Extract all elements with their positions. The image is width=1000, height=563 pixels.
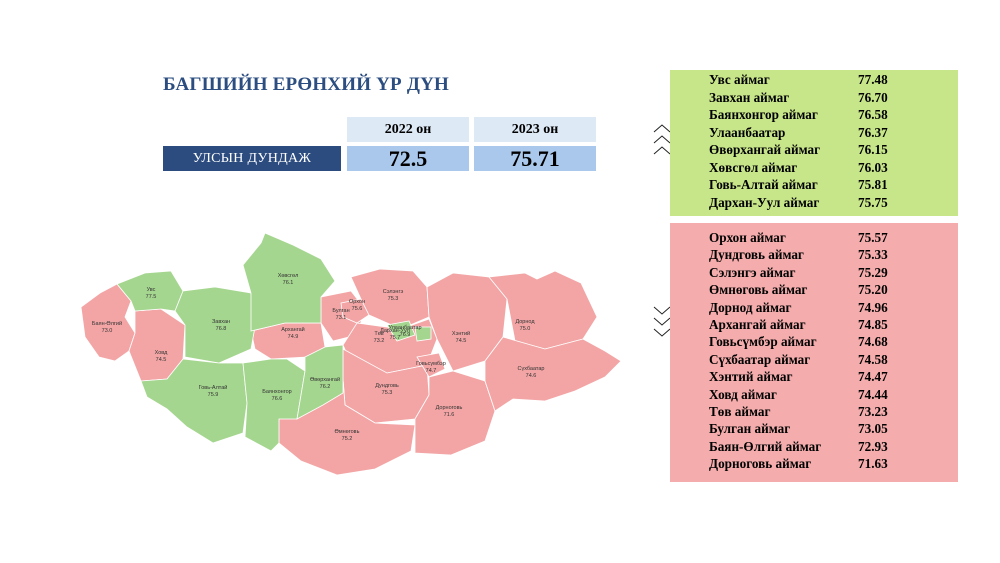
map-label-tuv-value: 73.2 bbox=[374, 338, 385, 344]
region-bayankhongor bbox=[242, 358, 306, 452]
map-label-bayan-olgii-name: Баян-Өлгий bbox=[92, 320, 122, 327]
below-average-panel: Орхон аймаг 75.57 Дундговь аймаг 75.33 Сэл… bbox=[670, 223, 958, 482]
region-govisumber bbox=[416, 352, 446, 378]
map-label-bayankhongor-name: Баянхонгор bbox=[262, 389, 291, 395]
region-dornogovi bbox=[414, 370, 496, 456]
region-darkhan-uul bbox=[386, 320, 416, 342]
above-list-item: Өвөрхангай аймаг 76.15 bbox=[709, 142, 888, 157]
below-list-item: Ховд аймаг 74.44 bbox=[709, 386, 888, 402]
below-list-item: Дундговь аймаг 75.33 bbox=[709, 247, 888, 263]
below-list-item: Төв аймаг 73.23 bbox=[709, 404, 888, 419]
map-label-dornogovi-value: 71.6 bbox=[444, 412, 455, 418]
map-label-govi-altai-value: 75.9 bbox=[208, 392, 219, 398]
map-label-govisumber-name: Говьсүмбэр bbox=[416, 361, 446, 367]
map-label-arkhangai-value: 74.9 bbox=[288, 334, 299, 340]
map-label-tuv-name: Төв bbox=[374, 331, 383, 337]
below-list-item: Сүхбаатар аймаг 74.58 bbox=[709, 351, 888, 367]
below-list-item: Өмнөговь аймаг 75.20 bbox=[709, 282, 888, 298]
below-list-item: Булган аймаг 73.05 bbox=[709, 421, 888, 437]
map-label-govisumber-value: 74.7 bbox=[426, 368, 437, 374]
map-label-ulaanbaatar-value: 76.9 bbox=[400, 332, 411, 338]
map-label-ulaanbaatar-name: Улаанбаатар bbox=[388, 325, 421, 331]
map-label-bayankhongor-value: 76.6 bbox=[272, 396, 283, 402]
national-average-2023: 75.71 bbox=[474, 146, 596, 171]
map-label-khuvsgul-value: 76.1 bbox=[283, 280, 294, 286]
map-label-bulgan-name: Булган bbox=[332, 308, 349, 314]
region-zavkhan bbox=[174, 286, 256, 364]
map-label-uvurkhangai-value: 76.2 bbox=[320, 384, 331, 390]
chevrons-down-icon bbox=[653, 306, 671, 337]
map-label-khovd-value: 74.5 bbox=[156, 357, 167, 363]
region-orkhon bbox=[340, 298, 370, 324]
below-list-item: Говьсүмбэр аймаг 74.68 bbox=[709, 334, 888, 350]
below-list-item: Дорнод аймаг 74.96 bbox=[709, 299, 888, 315]
map-label-selenge-value: 75.3 bbox=[388, 296, 399, 302]
map-label-umnugovi-value: 75.2 bbox=[342, 436, 353, 442]
below-list-item: Дорноговь аймаг 71.63 bbox=[709, 456, 888, 472]
above-list-item: Говь-Алтай аймаг 75.81 bbox=[709, 177, 888, 192]
map-label-zavkhan-value: 76.8 bbox=[216, 326, 227, 332]
region-govi-altai bbox=[140, 358, 248, 444]
region-uvurkhangai bbox=[296, 344, 344, 420]
map-label-dornod-name: Дорнод bbox=[515, 319, 535, 325]
year-2022-header: 2022 он bbox=[347, 117, 469, 142]
map-label-darkhan-uul-value: 75.7 bbox=[390, 335, 401, 341]
national-average-2022: 72.5 bbox=[347, 146, 469, 171]
map-label-umnugovi-name: Өмнөговь bbox=[335, 429, 360, 435]
map-label-dundgovi-value: 75.3 bbox=[382, 390, 393, 396]
below-list-item: Баян-Өлгий аймаг 72.93 bbox=[709, 438, 888, 454]
map-label-zavkhan-name: Завхан bbox=[212, 319, 230, 325]
map-label-bayan-olgii-value: 73.0 bbox=[102, 328, 113, 334]
map-label-darkhan-uul-name: Дархан-Уул bbox=[380, 328, 410, 334]
above-list-item: Дархан-Уул аймаг 75.75 bbox=[709, 194, 888, 210]
national-average-label: УЛСЫН ДУНДАЖ bbox=[163, 146, 341, 171]
map-label-govi-altai-name: Говь-Алтай bbox=[199, 384, 228, 391]
region-khuvsgul bbox=[242, 232, 336, 332]
above-list-item: Улаанбаатар 76.37 bbox=[709, 124, 888, 140]
chevrons-up-icon bbox=[653, 124, 671, 155]
map-label-orkhon-name: Орхон bbox=[349, 299, 365, 305]
map-label-khovd-name: Ховд bbox=[155, 350, 169, 356]
map-label-arkhangai-name: Архангай bbox=[281, 326, 304, 333]
map-label-dornod-value: 75.0 bbox=[520, 326, 531, 332]
map-label-uvs-value: 77.5 bbox=[146, 294, 157, 300]
below-list-item: Хэнтий аймаг 74.47 bbox=[709, 369, 888, 385]
map-label-dundgovi-name: Дундговь bbox=[375, 383, 399, 389]
below-list-item: Орхон аймаг 75.57 bbox=[709, 230, 888, 245]
above-list-item: Увс аймаг 77.48 bbox=[709, 72, 888, 87]
mongolia-map: Баян-Өлгий 73.0 Увс 77.5 Ховд 74.5 Завха… bbox=[80, 232, 622, 476]
map-label-uvs-name: Увс bbox=[147, 287, 156, 293]
below-list-item: Архангай аймаг 74.85 bbox=[709, 317, 888, 332]
map-label-uvurkhangai-name: Өвөрхангай bbox=[310, 376, 340, 383]
map-label-khentii-value: 74.5 bbox=[456, 338, 467, 344]
map-label-khuvsgul-name: Хөвсгөл bbox=[278, 273, 299, 279]
region-ulaanbaatar bbox=[414, 326, 432, 342]
region-dornod bbox=[488, 270, 598, 350]
map-label-selenge-name: Сэлэнгэ bbox=[383, 289, 404, 295]
map-label-orkhon-value: 75.6 bbox=[352, 306, 363, 312]
map-label-bulgan-value: 73.1 bbox=[336, 315, 347, 321]
map-label-sukhbaatar-name: Сүхбаатар bbox=[517, 366, 544, 372]
above-list-item: Баянхонгор аймаг 76.58 bbox=[709, 107, 888, 122]
above-list-item: Завхан аймаг 76.70 bbox=[709, 89, 888, 105]
year-2023-header: 2023 он bbox=[474, 117, 596, 142]
map-label-khentii-name: Хэнтий bbox=[452, 330, 470, 337]
below-list-item: Сэлэнгэ аймаг 75.29 bbox=[709, 264, 888, 280]
map-label-dornogovi-name: Дорноговь bbox=[436, 405, 463, 411]
region-sukhbaatar bbox=[484, 336, 622, 412]
map-label-sukhbaatar-value: 74.6 bbox=[526, 373, 537, 379]
above-list-item: Хөвсгөл аймаг 76.03 bbox=[709, 159, 888, 175]
page-title: БАГШИЙН ЕРӨНХИЙ ҮР ДҮН bbox=[163, 74, 449, 95]
above-average-panel: Увс аймаг 77.48 Завхан аймаг 76.70 Баянхон… bbox=[670, 70, 958, 216]
